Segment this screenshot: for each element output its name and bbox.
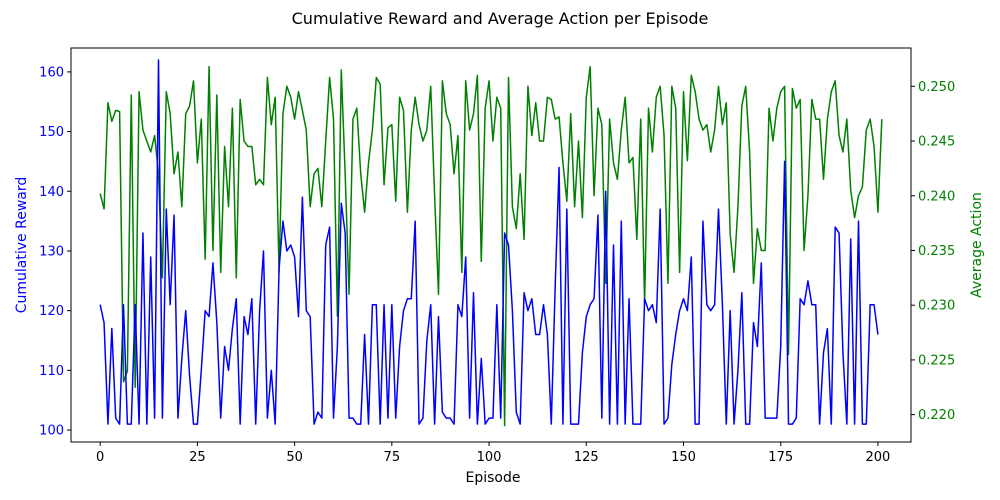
x-tick-label: 175 [768, 450, 793, 465]
y-right-tick-label: 0.230 [918, 299, 955, 314]
y-left-tick-label: 120 [39, 304, 64, 319]
y-axis-left-title: Cumulative Reward [14, 177, 30, 314]
cumulative-reward-line [99, 59, 879, 425]
average-action-line [99, 65, 883, 427]
y-right-tick-label: 0.245 [918, 135, 955, 150]
x-tick-label: 50 [286, 450, 303, 465]
y-axis-left: 100 110 120 130 140 150 160 [39, 65, 71, 439]
x-tick-label: 25 [189, 450, 206, 465]
y-left-tick-label: 100 [39, 424, 64, 439]
x-tick-label: 75 [384, 450, 401, 465]
y-right-tick-label: 0.235 [918, 244, 955, 259]
y-left-tick-label: 110 [39, 364, 64, 379]
y-left-tick-label: 140 [39, 185, 64, 200]
y-left-tick-label: 160 [39, 65, 64, 80]
x-axis-title: Episode [466, 470, 521, 486]
x-tick-label: 200 [866, 450, 891, 465]
average-action-series [99, 65, 883, 427]
y-right-tick-label: 0.240 [918, 189, 955, 204]
plot-frame [70, 47, 912, 443]
cumulative-reward-series [99, 59, 879, 425]
x-tick-label: 0 [96, 450, 104, 465]
y-axis-right: 0.220 0.225 0.230 0.235 0.240 0.245 0.250 [911, 80, 955, 423]
y-right-tick-label: 0.220 [918, 408, 955, 423]
chart-title: Cumulative Reward and Average Action per… [292, 9, 709, 28]
y-left-tick-label: 130 [39, 244, 64, 259]
x-tick-label: 100 [477, 450, 502, 465]
y-axis-right-title: Average Action [969, 192, 985, 298]
y-right-tick-label: 0.225 [918, 353, 955, 368]
x-axis: 0 25 50 75 100 125 150 175 200 [96, 442, 890, 465]
x-tick-label: 150 [671, 450, 696, 465]
x-tick-label: 125 [574, 450, 599, 465]
y-left-tick-label: 150 [39, 125, 64, 140]
y-right-tick-label: 0.250 [918, 80, 955, 95]
